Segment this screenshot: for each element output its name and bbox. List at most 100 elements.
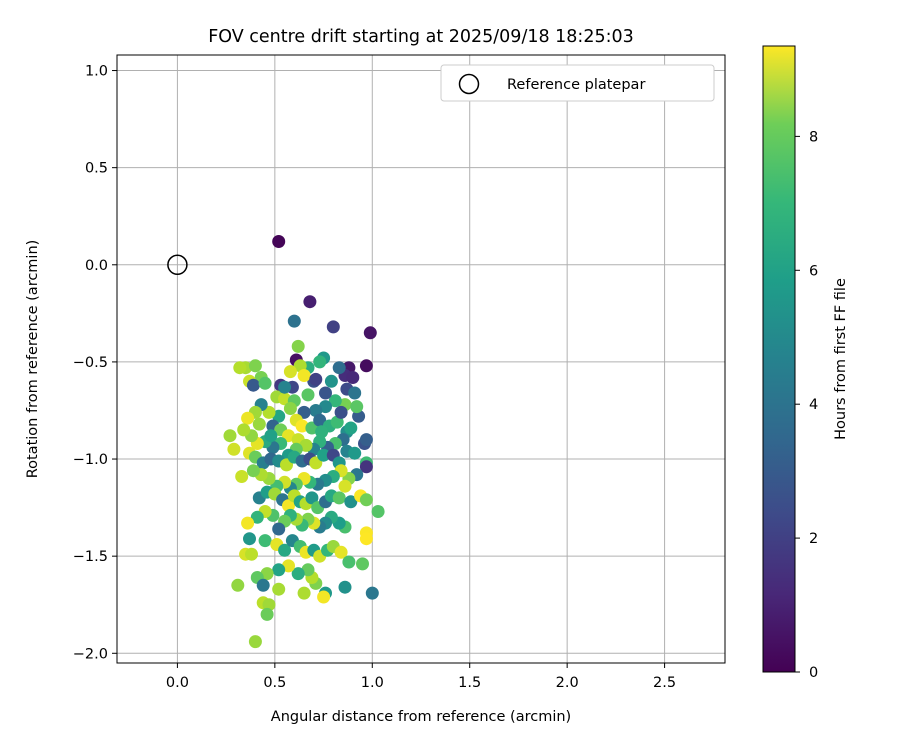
colorbar-tick-label: 0	[809, 665, 818, 681]
x-tick-label: 1.5	[458, 675, 481, 691]
data-point	[258, 376, 272, 390]
data-point	[365, 586, 379, 600]
data-point	[282, 559, 295, 573]
data-point	[272, 582, 286, 596]
x-tick-label: 1.0	[361, 675, 384, 691]
data-point	[258, 534, 272, 548]
data-point	[297, 586, 311, 600]
y-tick-label: −1.5	[73, 549, 108, 565]
data-points	[223, 235, 385, 649]
data-point	[278, 380, 292, 394]
data-point	[278, 543, 292, 557]
legend-marker-icon	[458, 73, 480, 95]
data-point	[363, 326, 377, 340]
data-point	[295, 419, 309, 433]
data-point	[235, 470, 249, 483]
data-point	[344, 421, 358, 435]
x-axis-label: Angular distance from reference (arcmin)	[271, 709, 571, 725]
data-point	[283, 402, 297, 415]
data-point	[359, 433, 373, 447]
x-axis: 0.0 0.5 1.0 1.5 2.0 2.5	[166, 663, 676, 691]
x-tick-label: 2.5	[653, 675, 676, 691]
legend-label: Reference platepar	[507, 77, 645, 93]
data-point	[313, 355, 327, 369]
data-point	[317, 448, 331, 462]
data-point	[246, 378, 260, 392]
data-point	[338, 479, 352, 493]
reference-marker	[167, 254, 188, 276]
data-point	[272, 563, 286, 577]
x-tick-label: 2.0	[556, 675, 579, 691]
legend-box	[440, 64, 715, 102]
data-point	[359, 359, 373, 373]
data-point	[328, 394, 342, 408]
data-point	[248, 635, 262, 649]
legend: Reference platepar	[440, 64, 715, 102]
colorbar-ticks: 0 2 4 6 8	[795, 129, 818, 681]
colorbar-tick-label: 4	[809, 397, 818, 413]
colorbar-gradient	[762, 45, 796, 673]
data-point	[346, 371, 360, 384]
plot-frame	[116, 54, 726, 664]
data-point	[245, 547, 258, 561]
data-point	[356, 557, 369, 571]
data-point	[264, 429, 278, 443]
colorbar-label: Hours from first FF file	[833, 278, 849, 440]
x-tick-label: 0.5	[263, 675, 286, 691]
data-point	[241, 516, 255, 530]
colorbar: 0 2 4 6 8 Hours from first FF file	[762, 45, 849, 681]
data-point	[313, 413, 327, 427]
data-point	[303, 295, 317, 309]
data-point	[350, 400, 364, 414]
data-point	[342, 555, 356, 569]
data-point	[250, 510, 264, 524]
data-point	[237, 423, 251, 437]
data-point	[348, 446, 362, 460]
data-point	[233, 361, 247, 375]
data-point	[338, 580, 352, 594]
data-point	[291, 567, 305, 581]
data-point	[278, 392, 292, 406]
data-point	[305, 491, 319, 505]
data-point	[260, 567, 274, 581]
y-tick-label: 0.5	[85, 161, 108, 177]
data-point	[260, 607, 274, 621]
y-tick-label: 1.0	[85, 64, 108, 80]
data-point	[262, 598, 276, 612]
data-point	[371, 505, 385, 518]
data-point	[243, 532, 256, 546]
reference-platepar-marker	[167, 254, 188, 276]
data-point	[315, 425, 329, 439]
data-point	[231, 578, 245, 592]
data-point	[344, 495, 358, 509]
data-point	[287, 314, 301, 328]
y-tick-label: 0.0	[85, 258, 108, 274]
data-point	[334, 545, 348, 559]
data-point	[348, 386, 362, 400]
data-point	[283, 365, 297, 379]
data-point	[326, 320, 340, 334]
colorbar-tick-label: 6	[809, 263, 818, 279]
y-tick-label: −1.0	[73, 452, 108, 468]
data-point	[223, 429, 237, 443]
data-point	[352, 409, 366, 423]
data-point	[334, 405, 348, 419]
data-point	[359, 460, 373, 474]
data-point	[291, 339, 305, 353]
data-point	[227, 442, 241, 456]
data-point	[282, 499, 295, 513]
data-point	[272, 522, 286, 536]
data-point	[256, 578, 270, 592]
data-point	[359, 493, 373, 507]
data-point	[246, 464, 260, 478]
data-point	[359, 532, 373, 546]
colorbar-tick-label: 8	[809, 129, 818, 145]
data-point	[301, 563, 315, 577]
data-point	[309, 372, 323, 386]
data-point	[319, 386, 332, 400]
data-point	[241, 411, 255, 425]
y-tick-label: −0.5	[73, 355, 108, 371]
data-point	[332, 361, 346, 375]
data-point	[324, 374, 338, 388]
